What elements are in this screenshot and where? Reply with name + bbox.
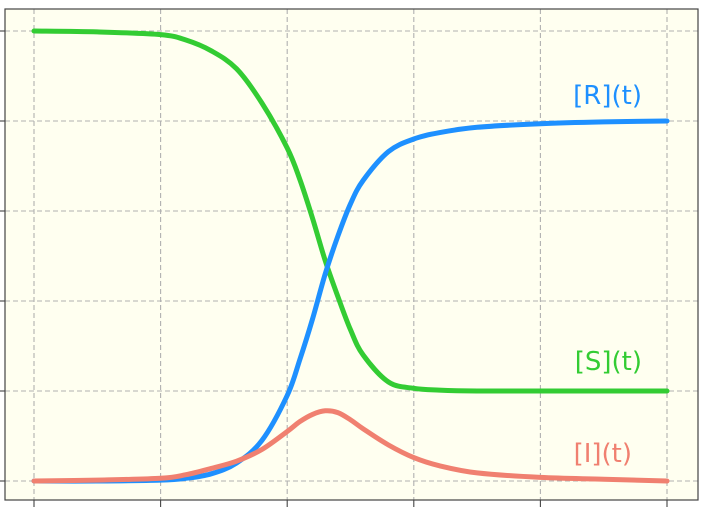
series-line-s [31, 28, 670, 394]
plot-frame [4, 8, 699, 501]
series-label-i: [I](t) [574, 439, 632, 469]
series-label-s: [S](t) [575, 347, 642, 377]
axis-ticks [0, 30, 668, 507]
series-labels: [R](t) [S](t) [I](t) [573, 81, 642, 469]
grid [5, 9, 698, 500]
series-label-r: [R](t) [573, 81, 642, 111]
series-line-r [31, 118, 670, 484]
series-lines [31, 28, 670, 484]
series-line-i [31, 408, 670, 484]
